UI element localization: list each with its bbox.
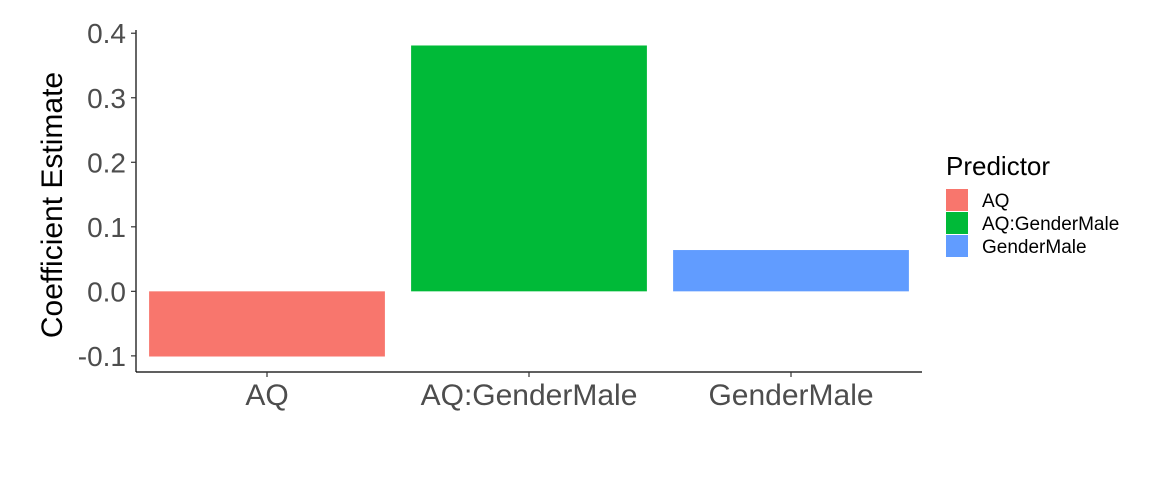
y-tick-label: 0.1 [87, 212, 126, 243]
legend-label: AQ [982, 191, 1009, 212]
y-tick-label: 0.2 [87, 147, 126, 178]
y-tick-label: 0.3 [87, 83, 126, 114]
y-axis-title-group: Coefficient Estimate [36, 72, 69, 338]
y-axis-title: Coefficient Estimate [36, 72, 69, 338]
legend-title: Predictor [946, 151, 1050, 181]
legend-swatch [946, 189, 968, 211]
y-tick-label: 0.0 [87, 276, 126, 307]
x-tick-label: GenderMale [708, 379, 873, 412]
bar-gendermale [673, 250, 909, 292]
legend-label: GenderMale [982, 237, 1087, 258]
legend-label: AQ:GenderMale [982, 214, 1119, 235]
y-tick-label: 0.4 [87, 18, 126, 49]
legend-swatch [946, 235, 968, 257]
legend-swatch [946, 212, 968, 234]
y-tick-label: -0.1 [78, 341, 126, 372]
bar-aq-gendermale [411, 45, 647, 292]
plot-area: -0.1 0.0 0.1 0.2 0.3 0.4 AQ AQ:GenderMale Gender… [78, 18, 922, 412]
x-tick-label: AQ [245, 379, 288, 412]
x-tick-label: AQ:GenderMale [421, 379, 638, 412]
bar-aq [149, 291, 385, 357]
